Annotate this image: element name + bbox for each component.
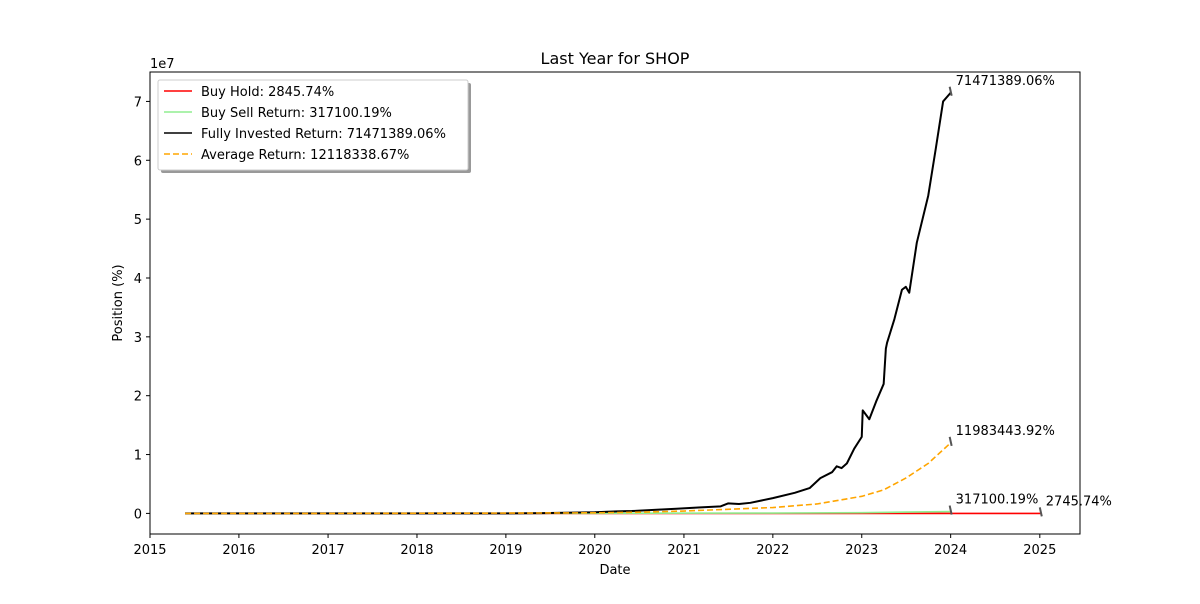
- annotation-label: 71471389.06%: [956, 74, 1055, 89]
- y-axis-multiplier: 1e7: [150, 57, 175, 72]
- y-tick-label: 0: [134, 507, 142, 522]
- y-tick-label: 6: [134, 154, 142, 169]
- y-tick-label: 7: [134, 95, 142, 110]
- annotation-label: 317100.19%: [956, 493, 1039, 508]
- y-tick-label: 1: [134, 449, 142, 464]
- x-axis-label: Date: [599, 563, 630, 578]
- x-tick-label: 2020: [578, 543, 611, 558]
- annotation-marker: [1040, 507, 1042, 516]
- legend-entry: Average Return: 12118338.67%: [201, 148, 409, 163]
- annotation-marker: [950, 437, 952, 446]
- x-tick-label: 2017: [312, 543, 345, 558]
- x-tick-label: 2019: [489, 543, 522, 558]
- y-tick-label: 4: [134, 272, 142, 287]
- x-tick-label: 2022: [756, 543, 789, 558]
- chart-title: Last Year for SHOP: [541, 49, 690, 68]
- x-tick-label: 2024: [934, 543, 967, 558]
- x-tick-label: 2023: [845, 543, 878, 558]
- annotation-label: 11983443.92%: [956, 424, 1055, 439]
- x-tick-label: 2018: [400, 543, 433, 558]
- legend: Buy Hold: 2845.74% Buy Sell Return: 31710…: [158, 80, 471, 173]
- legend-entry: Buy Sell Return: 317100.19%: [201, 106, 392, 121]
- x-tick-label: 2021: [667, 543, 700, 558]
- legend-entry: Buy Hold: 2845.74%: [201, 85, 334, 100]
- series-line-4: [185, 443, 951, 514]
- y-tick-label: 3: [134, 331, 142, 346]
- annotation-label: 2745.74%: [1046, 494, 1112, 509]
- x-tick-label: 2025: [1023, 543, 1056, 558]
- legend-entry: Fully Invested Return: 71471389.06%: [201, 127, 446, 142]
- y-axis-label: Position (%): [111, 264, 126, 341]
- annotations: 71471389.06% 11983443.92% 317100.19% 2745.7…: [950, 74, 1112, 517]
- x-tick-label: 2015: [133, 543, 166, 558]
- y-tick-label: 5: [134, 213, 142, 228]
- x-tick-label: 2016: [222, 543, 255, 558]
- y-tick-label: 2: [134, 390, 142, 405]
